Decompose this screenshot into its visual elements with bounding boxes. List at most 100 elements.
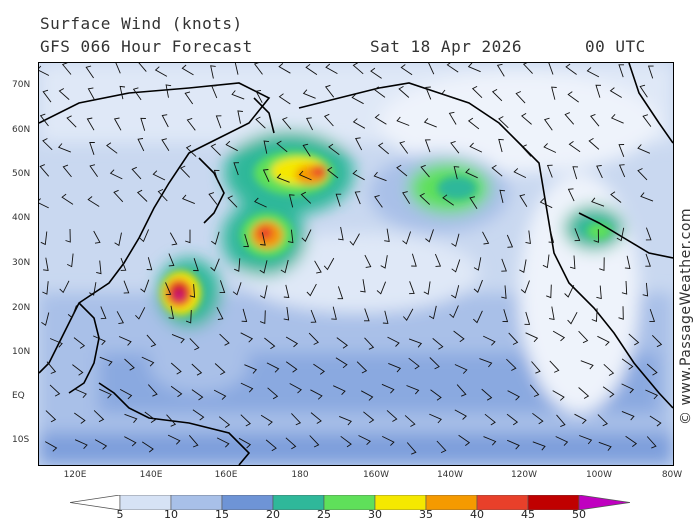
wind-barb xyxy=(481,388,493,401)
wind-barb xyxy=(211,231,220,245)
lat-label-30n: 30N xyxy=(12,258,31,268)
wind-barb xyxy=(456,384,467,397)
wind-barb xyxy=(542,254,550,269)
lon-label-120e: 120E xyxy=(63,470,87,480)
wind-barb xyxy=(339,415,352,426)
wind-barb xyxy=(482,231,490,245)
wind-barb xyxy=(210,143,221,156)
wind-map-svg xyxy=(39,63,673,465)
lon-label-80w: 80W xyxy=(661,470,683,480)
wind-barb xyxy=(483,335,496,346)
wind-barb xyxy=(278,93,291,105)
wind-barb xyxy=(289,383,302,394)
wind-barb xyxy=(337,286,344,300)
wind-barb xyxy=(309,435,320,448)
wind-barb xyxy=(259,260,268,274)
wind-barb xyxy=(186,117,196,131)
wind-barb xyxy=(449,305,459,319)
wind-barb xyxy=(609,87,622,98)
wind-barb xyxy=(119,85,126,100)
wind-barb xyxy=(59,280,70,294)
wind-barb xyxy=(649,415,662,427)
wind-barb xyxy=(85,65,94,79)
lon-label-160e: 160E xyxy=(214,470,238,480)
wind-barb xyxy=(99,388,112,399)
wind-barb xyxy=(453,330,465,343)
wind-barb xyxy=(382,435,395,446)
wind-barb xyxy=(185,145,197,157)
wind-barb xyxy=(529,384,540,397)
wind-barb xyxy=(358,435,371,446)
wind-barb xyxy=(591,197,605,207)
wind-barb xyxy=(96,260,102,275)
lon-label-120w: 120W xyxy=(510,470,538,480)
wind-barb xyxy=(618,164,626,178)
wind-barb xyxy=(423,118,437,128)
wind-barb xyxy=(364,308,370,322)
wind-barb xyxy=(454,364,468,374)
wind-barb xyxy=(120,257,127,271)
wind-barb xyxy=(265,439,277,452)
wind-barb xyxy=(549,360,560,373)
wind-barb xyxy=(642,282,649,297)
wind-barb xyxy=(260,232,266,246)
wind-barb xyxy=(146,334,157,348)
lat-label-40n: 40N xyxy=(12,213,31,223)
wind-barb xyxy=(441,89,455,99)
wind-barb xyxy=(406,385,420,395)
wind-barb xyxy=(192,409,205,421)
wind-barb xyxy=(291,413,302,426)
wind-barb xyxy=(208,192,218,205)
wind-barb xyxy=(310,389,323,400)
wind-barb xyxy=(451,259,461,273)
wind-barb xyxy=(396,164,408,177)
wind-barb xyxy=(181,64,194,76)
wind-barb xyxy=(398,86,410,98)
wind-barb xyxy=(93,410,105,423)
wind-barb xyxy=(564,112,575,125)
wind-barb xyxy=(568,141,581,153)
wind-barb xyxy=(498,116,509,129)
wind-barb xyxy=(525,332,539,343)
wind-barb xyxy=(376,281,387,295)
wind-barb xyxy=(532,441,546,451)
wind-barb xyxy=(168,253,175,267)
wind-barb xyxy=(428,305,437,320)
wind-barb xyxy=(116,311,124,325)
wind-barb xyxy=(525,230,531,244)
wind-barb xyxy=(193,258,199,272)
wind-barb xyxy=(603,363,615,376)
wind-barb xyxy=(352,63,364,75)
wind-barb xyxy=(532,412,544,425)
wind-barb xyxy=(298,170,312,181)
wind-barb xyxy=(58,88,70,100)
wind-barb xyxy=(219,280,226,294)
wind-barb xyxy=(454,409,467,420)
wind-barb xyxy=(374,194,383,208)
wind-barb xyxy=(280,259,289,274)
wind-barb xyxy=(335,193,342,207)
wind-barb xyxy=(243,233,250,248)
wind-barb xyxy=(351,93,364,105)
wind-barb xyxy=(543,117,553,131)
wind-barb xyxy=(225,140,238,152)
wind-barb xyxy=(498,138,504,153)
wind-barb xyxy=(181,194,195,205)
wind-barb xyxy=(370,67,382,79)
legend-tick-label: 35 xyxy=(419,508,433,521)
wind-barb xyxy=(287,229,294,244)
wind-barb xyxy=(513,168,527,179)
wind-barb xyxy=(628,333,640,346)
wind-barb xyxy=(87,87,96,101)
wind-barb xyxy=(218,416,231,428)
wind-barb xyxy=(276,173,290,183)
watermark: © www.PassageWeather.com xyxy=(678,207,694,425)
wind-barb xyxy=(453,166,460,180)
wind-barb xyxy=(649,308,656,322)
wind-barb xyxy=(436,440,447,454)
wind-barb xyxy=(386,410,398,422)
legend-arrow-low xyxy=(70,495,121,510)
wind-barb xyxy=(373,171,387,182)
legend-tick-label: 45 xyxy=(521,508,535,521)
wind-barb xyxy=(340,435,352,448)
